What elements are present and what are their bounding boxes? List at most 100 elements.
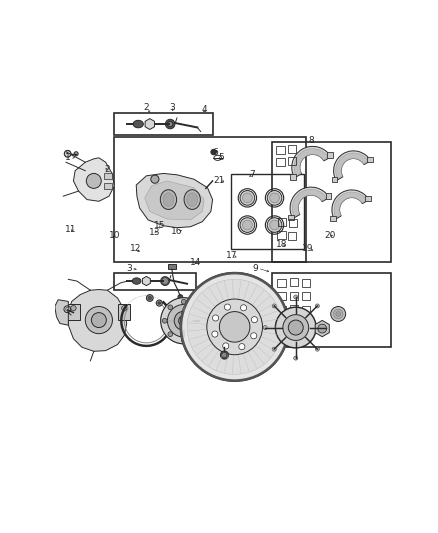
Circle shape: [224, 304, 230, 310]
Bar: [288, 215, 294, 221]
Polygon shape: [55, 300, 68, 325]
Wedge shape: [336, 153, 368, 179]
Bar: [290, 292, 298, 300]
Ellipse shape: [163, 193, 174, 206]
Circle shape: [74, 152, 78, 156]
Ellipse shape: [243, 220, 252, 230]
Circle shape: [324, 326, 328, 329]
Text: 2: 2: [144, 103, 149, 112]
Circle shape: [263, 326, 267, 329]
Circle shape: [283, 314, 309, 341]
Circle shape: [71, 305, 76, 311]
Circle shape: [146, 295, 153, 302]
Circle shape: [276, 307, 316, 348]
Wedge shape: [334, 151, 371, 181]
Circle shape: [85, 306, 113, 334]
Circle shape: [168, 305, 173, 310]
Text: 15: 15: [154, 221, 165, 230]
Text: 12: 12: [130, 244, 141, 253]
Bar: [330, 216, 336, 222]
Circle shape: [220, 351, 229, 359]
Bar: [231, 174, 304, 249]
Bar: [327, 152, 333, 158]
Circle shape: [272, 304, 276, 308]
Bar: [114, 113, 212, 135]
Text: 11: 11: [65, 224, 77, 233]
Ellipse shape: [243, 193, 252, 203]
Circle shape: [223, 343, 229, 349]
Bar: [272, 142, 391, 262]
Circle shape: [156, 300, 162, 306]
Circle shape: [240, 305, 247, 311]
Text: 2: 2: [105, 165, 110, 174]
Bar: [290, 278, 298, 286]
Text: 10: 10: [110, 231, 121, 240]
Ellipse shape: [267, 191, 282, 205]
Bar: [302, 279, 310, 287]
Bar: [365, 196, 371, 201]
Ellipse shape: [132, 278, 141, 284]
Bar: [290, 305, 298, 313]
Text: 8: 8: [308, 136, 314, 146]
Text: 3: 3: [169, 103, 175, 112]
Circle shape: [318, 324, 327, 333]
Circle shape: [166, 119, 175, 129]
Text: 13: 13: [149, 228, 161, 237]
Ellipse shape: [267, 217, 282, 232]
Circle shape: [66, 308, 69, 311]
Bar: [118, 304, 131, 320]
Bar: [277, 231, 286, 239]
Circle shape: [64, 150, 71, 157]
Bar: [288, 157, 296, 165]
Circle shape: [181, 337, 186, 342]
Bar: [276, 158, 285, 166]
Bar: [272, 272, 391, 347]
Text: 5: 5: [218, 152, 224, 161]
Text: 20: 20: [324, 231, 336, 240]
Bar: [290, 174, 296, 180]
Text: 14: 14: [190, 258, 201, 267]
Circle shape: [200, 318, 205, 323]
Circle shape: [158, 302, 161, 304]
Ellipse shape: [270, 220, 279, 230]
Polygon shape: [142, 277, 150, 286]
Circle shape: [92, 313, 106, 328]
Bar: [302, 306, 310, 314]
Circle shape: [151, 175, 159, 183]
Circle shape: [162, 318, 167, 323]
Circle shape: [251, 333, 257, 339]
Text: 4: 4: [201, 105, 207, 114]
Circle shape: [174, 311, 193, 330]
Ellipse shape: [240, 191, 255, 205]
Text: 6: 6: [212, 148, 218, 157]
Circle shape: [86, 173, 101, 188]
Circle shape: [207, 299, 262, 354]
Text: 7: 7: [249, 171, 254, 179]
Circle shape: [251, 317, 258, 322]
Circle shape: [272, 347, 276, 351]
Wedge shape: [334, 192, 367, 218]
Ellipse shape: [240, 217, 255, 232]
Polygon shape: [68, 289, 127, 351]
Circle shape: [294, 295, 298, 299]
Bar: [325, 193, 331, 199]
Text: 18: 18: [276, 240, 287, 249]
Text: 3: 3: [127, 264, 132, 273]
Circle shape: [179, 316, 189, 326]
Wedge shape: [294, 149, 328, 176]
Bar: [169, 264, 176, 269]
Circle shape: [333, 309, 343, 319]
Bar: [288, 232, 297, 240]
Ellipse shape: [133, 120, 143, 128]
Text: 9: 9: [252, 264, 258, 273]
Circle shape: [294, 356, 298, 360]
Bar: [332, 177, 337, 182]
Wedge shape: [292, 189, 327, 216]
Bar: [67, 304, 80, 320]
Polygon shape: [145, 119, 155, 130]
Bar: [278, 218, 286, 227]
Circle shape: [222, 353, 227, 358]
Circle shape: [178, 295, 183, 300]
Wedge shape: [290, 187, 329, 219]
Circle shape: [187, 279, 282, 374]
